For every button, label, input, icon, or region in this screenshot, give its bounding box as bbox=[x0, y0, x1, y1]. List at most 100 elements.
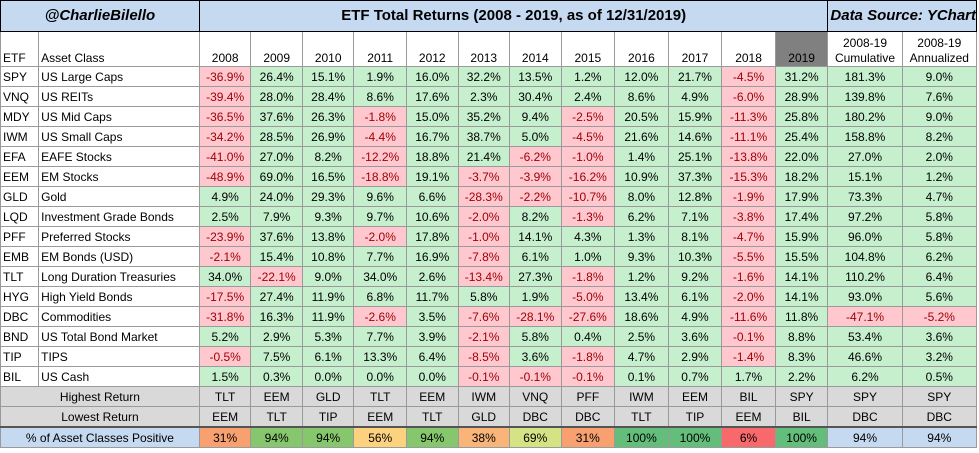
return-cell: 13.8% bbox=[301, 226, 355, 247]
column-header: 2016 bbox=[614, 31, 669, 67]
return-cell: 0.4% bbox=[560, 326, 616, 347]
positive-share-cell: 56% bbox=[353, 426, 407, 448]
return-cell: -1.8% bbox=[353, 106, 407, 127]
highest-return-cell: SPY bbox=[774, 386, 829, 407]
return-cell: 6.2% bbox=[827, 366, 903, 387]
return-cell: 37.3% bbox=[667, 166, 723, 187]
return-cell: 1.9% bbox=[353, 66, 407, 87]
return-cell: 9.7% bbox=[353, 206, 407, 227]
asset-class: High Yield Bonds bbox=[38, 286, 200, 307]
return-cell: -22.1% bbox=[250, 266, 303, 287]
return-cell: 5.6% bbox=[901, 286, 978, 307]
column-header: ETF bbox=[0, 31, 40, 67]
asset-class: Investment Grade Bonds bbox=[38, 206, 200, 227]
lowest-return-cell: DBC bbox=[827, 406, 903, 428]
return-cell: -16.2% bbox=[560, 166, 616, 187]
return-cell: -0.1% bbox=[560, 366, 616, 387]
return-cell: -1.8% bbox=[560, 346, 616, 367]
return-cell: 1.2% bbox=[901, 166, 978, 187]
return-cell: 7.6% bbox=[901, 86, 978, 107]
etf-ticker: GLD bbox=[0, 186, 40, 207]
table-row: MDY US Mid Caps -36.5% 37.6% 26.3% -1.8% 15.0%… bbox=[0, 106, 978, 127]
return-cell: -36.5% bbox=[198, 106, 252, 127]
column-header: 2010 bbox=[301, 31, 355, 67]
return-cell: 0.5% bbox=[901, 366, 978, 387]
return-cell: -0.1% bbox=[457, 366, 511, 387]
return-cell: 15.0% bbox=[405, 106, 459, 127]
table-row: SPY US Large Caps -36.9% 26.4% 15.1% 1.9% 16.0… bbox=[0, 66, 978, 87]
return-cell: 15.4% bbox=[250, 246, 303, 267]
table-row: IWM US Small Caps -34.2% 28.5% 26.9% -4.4% 16.… bbox=[0, 126, 978, 147]
highest-return-cell: IWM bbox=[457, 386, 511, 407]
return-cell: 180.2% bbox=[827, 106, 903, 127]
asset-class: US Cash bbox=[38, 366, 200, 387]
return-cell: -15.3% bbox=[721, 166, 776, 187]
return-cell: 34.0% bbox=[353, 266, 407, 287]
return-cell: 9.0% bbox=[901, 66, 978, 87]
return-cell: -11.3% bbox=[721, 106, 776, 127]
return-cell: 8.8% bbox=[774, 326, 829, 347]
return-cell: 21.4% bbox=[457, 146, 511, 167]
positive-share-row-label: % of Asset Classes Positive bbox=[0, 426, 200, 448]
return-cell: 35.2% bbox=[457, 106, 511, 127]
asset-class: US Total Bond Market bbox=[38, 326, 200, 347]
table-row: DBC Commodities -31.8% 16.3% 11.9% -2.6% 3.5% -… bbox=[0, 306, 978, 327]
etf-ticker: PFF bbox=[0, 226, 40, 247]
return-cell: 73.3% bbox=[827, 186, 903, 207]
positive-share-cell: 6% bbox=[721, 426, 776, 448]
return-cell: 14.1% bbox=[774, 286, 829, 307]
return-cell: 25.1% bbox=[667, 146, 723, 167]
return-cell: 93.0% bbox=[827, 286, 903, 307]
return-cell: 9.0% bbox=[301, 266, 355, 287]
return-cell: 1.0% bbox=[560, 246, 616, 267]
return-cell: -4.4% bbox=[353, 126, 407, 147]
return-cell: 38.7% bbox=[457, 126, 511, 147]
etf-ticker: TLT bbox=[0, 266, 40, 287]
return-cell: 181.3% bbox=[827, 66, 903, 87]
return-cell: -36.9% bbox=[198, 66, 252, 87]
return-cell: 21.6% bbox=[614, 126, 669, 147]
return-cell: 4.3% bbox=[560, 226, 616, 247]
return-cell: -17.5% bbox=[198, 286, 252, 307]
lowest-return-row: Lowest Return EEM TLT TIP EEM TLT GLD DBC DBC TLT… bbox=[0, 406, 978, 428]
asset-class: Long Duration Treasuries bbox=[38, 266, 200, 287]
return-cell: -7.6% bbox=[457, 306, 511, 327]
return-cell: 17.8% bbox=[405, 226, 459, 247]
column-header: 2014 bbox=[509, 31, 562, 67]
positive-share-row: % of Asset Classes Positive 31% 94% 94% 56% 9… bbox=[0, 426, 978, 448]
return-cell: -7.8% bbox=[457, 246, 511, 267]
return-cell: -0.1% bbox=[509, 366, 562, 387]
return-cell: -6.2% bbox=[509, 146, 562, 167]
table-row: EEM EM Stocks -48.9% 69.0% 16.5% -18.8% 19.1% -… bbox=[0, 166, 978, 187]
column-header: Asset Class bbox=[38, 31, 200, 67]
etf-ticker: EFA bbox=[0, 146, 40, 167]
table-row: GLD Gold 4.9% 24.0% 29.3% 9.6% 6.6% -28.3% -2.2%… bbox=[0, 186, 978, 207]
return-cell: 0.7% bbox=[667, 366, 723, 387]
lowest-return-cell: GLD bbox=[457, 406, 511, 428]
return-cell: 5.8% bbox=[901, 206, 978, 227]
return-cell: 32.2% bbox=[457, 66, 511, 87]
lowest-return-cell: EEM bbox=[353, 406, 407, 428]
return-cell: 27.0% bbox=[827, 146, 903, 167]
highest-return-cell: TLT bbox=[353, 386, 407, 407]
return-cell: 17.9% bbox=[774, 186, 829, 207]
return-cell: 18.2% bbox=[774, 166, 829, 187]
return-cell: 25.4% bbox=[774, 126, 829, 147]
return-cell: 28.0% bbox=[250, 86, 303, 107]
positive-share-cell: 94% bbox=[827, 426, 903, 448]
return-cell: 8.2% bbox=[901, 126, 978, 147]
return-cell: 26.4% bbox=[250, 66, 303, 87]
return-cell: 7.9% bbox=[250, 206, 303, 227]
return-cell: 1.2% bbox=[560, 66, 616, 87]
table-row: VNQ US REITs -39.4% 28.0% 28.4% 8.6% 17.6% 2.3%… bbox=[0, 86, 978, 107]
etf-ticker: SPY bbox=[0, 66, 40, 87]
return-cell: 15.1% bbox=[827, 166, 903, 187]
table-row: EFA EAFE Stocks -41.0% 27.0% 8.2% -12.2% 18.8%… bbox=[0, 146, 978, 167]
lowest-return-row-label: Lowest Return bbox=[0, 406, 200, 428]
return-cell: 28.4% bbox=[301, 86, 355, 107]
return-cell: 4.9% bbox=[198, 186, 252, 207]
return-cell: -0.1% bbox=[721, 326, 776, 347]
return-cell: 8.1% bbox=[667, 226, 723, 247]
highest-return-cell: VNQ bbox=[509, 386, 562, 407]
return-cell: 9.6% bbox=[353, 186, 407, 207]
